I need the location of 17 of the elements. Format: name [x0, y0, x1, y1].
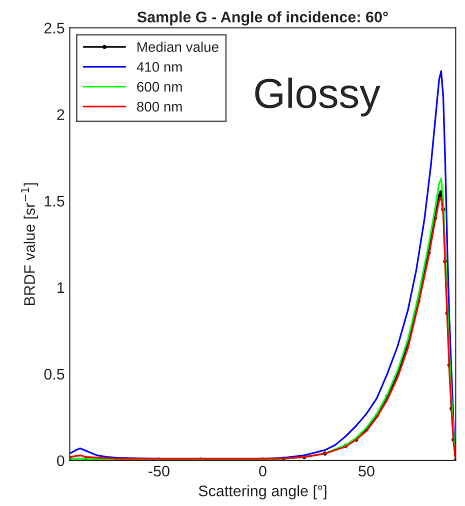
x-tick-label: 50 [358, 466, 374, 477]
chart-title: Sample G - Angle of incidence: 60° [137, 11, 388, 26]
legend-label: Median value [138, 42, 218, 52]
x-tick-label: 0 [259, 466, 266, 477]
y-tick-label: 1.5 [44, 196, 64, 207]
y-tick-label: 0 [56, 455, 64, 466]
y-tick-label: 2 [57, 109, 64, 120]
x-tick-label: -50 [148, 466, 170, 477]
y-tick-label: 2.5 [44, 22, 64, 34]
y-axis-title: BRDF value [sr$^{−1}$] [21, 183, 38, 305]
y-tick-label: 1 [58, 282, 64, 293]
y-tick-label: 0.5 [44, 368, 64, 380]
annotation: Glossy [255, 78, 380, 116]
legend-label: 800 nm [137, 102, 182, 112]
x-axis-title: Scattering angle [°] [198, 485, 326, 500]
legend-label: 410 nm [136, 62, 182, 72]
legend-label: 600 nm [137, 82, 182, 92]
